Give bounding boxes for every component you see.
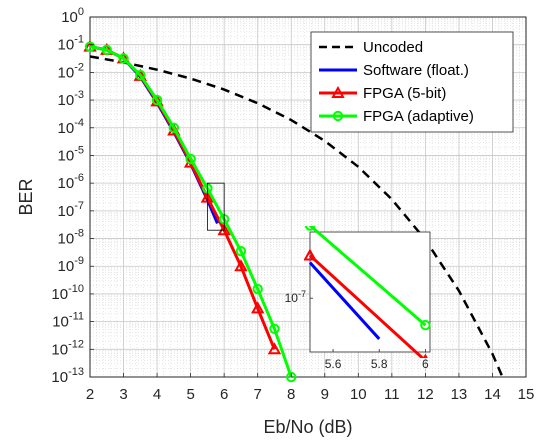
y-tick-label: 10-12 xyxy=(51,338,84,358)
legend-label: FPGA (adaptive) xyxy=(363,108,474,125)
series-software-float xyxy=(89,45,219,225)
data-point xyxy=(185,153,196,165)
y-tick-label: 10-4 xyxy=(58,117,84,137)
inset-x-tick-label: 5.6 xyxy=(325,357,342,371)
x-tick-label: 11 xyxy=(384,386,400,403)
x-tick-label: 10 xyxy=(350,386,367,403)
y-tick-label: 100 xyxy=(61,6,84,26)
y-tick-label: 10-8 xyxy=(58,228,84,248)
y-tick-label: 10-1 xyxy=(58,34,84,54)
data-point xyxy=(217,223,231,236)
x-tick-label: 12 xyxy=(417,386,434,403)
data-point xyxy=(286,371,297,383)
legend: Uncoded Software (float.) FPGA (5-bit) FPGA… xyxy=(310,31,514,133)
legend-entry: FPGA (5-bit) xyxy=(319,85,446,102)
inset-series-line xyxy=(308,261,381,340)
y-tick-label: 10-13 xyxy=(51,366,84,386)
y-tick-label: 10-5 xyxy=(58,144,84,164)
series-line xyxy=(89,45,293,378)
y-tick-label: 10-9 xyxy=(58,255,84,275)
inset-x-tick-label: 5.8 xyxy=(371,357,388,371)
data-point xyxy=(101,44,112,56)
x-tick-label: 5 xyxy=(186,386,194,403)
legend-marker xyxy=(332,110,344,122)
y-tick-label: 10-7 xyxy=(58,200,84,220)
data-point xyxy=(269,323,280,335)
series-line xyxy=(89,45,276,350)
x-tick-label: 3 xyxy=(119,386,127,403)
data-point xyxy=(250,301,265,314)
zoom-source-rectangle xyxy=(206,182,225,231)
legend-entry: FPGA (adaptive) xyxy=(319,108,474,125)
series-line xyxy=(89,55,504,378)
data-point xyxy=(150,94,164,107)
legend-entry: Software (float.) xyxy=(319,62,469,79)
zoom-source-box xyxy=(206,182,225,231)
series-uncoded xyxy=(89,55,504,378)
x-axis-label: Eb/No (dB) xyxy=(263,417,352,437)
data-point xyxy=(252,283,263,295)
x-tick-label: 9 xyxy=(321,386,329,403)
data-point xyxy=(234,259,248,272)
inset-x-tick-label: 6 xyxy=(422,357,429,371)
y-tick-label: 10-3 xyxy=(58,89,84,109)
inset-frame xyxy=(309,231,431,353)
legend-marker xyxy=(331,85,345,98)
inset-series-line xyxy=(309,226,427,327)
axes-frame xyxy=(89,16,527,378)
inset-zoom: 5.6 5.8 6 10-7 xyxy=(285,226,431,371)
tick-labels: 2 3 4 5 6 7 8 9 10 11 12 13 14 15 100 10-1 10-2 10-3 10-4 1… xyxy=(51,6,534,403)
data-point xyxy=(135,69,146,81)
inset-data-point xyxy=(420,319,431,331)
inset-y-tick-label: 10-7 xyxy=(285,289,306,305)
series-line xyxy=(89,45,219,225)
inset-data-point xyxy=(304,248,317,261)
y-tick-label: 10-6 xyxy=(58,172,84,192)
inset-series-line xyxy=(308,254,425,358)
x-tick-label: 2 xyxy=(86,386,94,403)
x-tick-label: 14 xyxy=(484,386,501,403)
legend-label: FPGA (5-bit) xyxy=(363,85,446,102)
inset-data-point xyxy=(304,226,316,231)
data-point xyxy=(235,245,247,257)
y-axis-label: BER xyxy=(16,178,36,215)
y-tick-label: 10-10 xyxy=(51,283,84,303)
data-point xyxy=(84,41,96,52)
data-point xyxy=(267,342,282,355)
legend-label: Uncoded xyxy=(363,39,423,56)
x-tick-label: 6 xyxy=(220,386,228,403)
legend-entry: Uncoded xyxy=(319,39,423,56)
x-tick-label: 13 xyxy=(451,386,468,403)
data-point xyxy=(118,53,129,64)
y-tick-label: 10-11 xyxy=(52,311,84,331)
x-tick-label: 15 xyxy=(518,386,535,403)
inset-series xyxy=(304,226,431,358)
x-tick-label: 4 xyxy=(153,386,161,403)
x-tick-label: 8 xyxy=(287,386,295,403)
legend-label: Software (float.) xyxy=(363,62,469,79)
data-point xyxy=(168,122,180,133)
y-tick-label: 10-2 xyxy=(58,61,84,81)
x-tick-label: 7 xyxy=(254,386,262,403)
data-point xyxy=(151,94,163,106)
